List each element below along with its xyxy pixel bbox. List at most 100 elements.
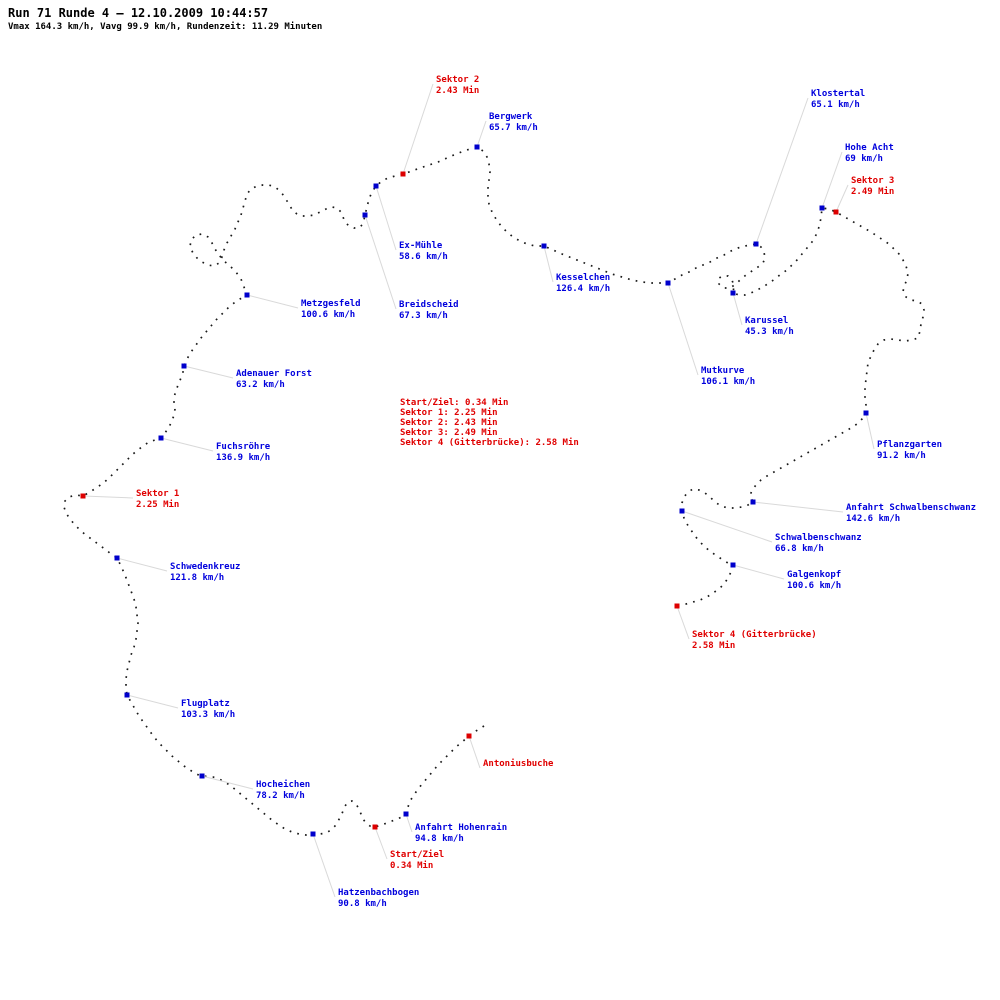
leader-line <box>865 412 875 450</box>
corner-label: Fuchsröhre 136.9 km/h <box>216 442 270 464</box>
corner-marker <box>679 508 685 514</box>
leader-line <box>374 826 388 860</box>
corner-name: Hocheichen <box>256 780 311 790</box>
corner-value: 94.8 km/h <box>415 834 464 844</box>
sector-marker <box>466 733 472 739</box>
sector-name: Start/Ziel <box>390 850 445 860</box>
leader-line <box>755 97 809 245</box>
sector-summary: Start/Ziel: 0.34 Min Sektor 1: 2.25 Min Se… <box>400 398 579 448</box>
corner-label: Schwalbenschwanz 66.8 km/h <box>775 533 862 555</box>
sector-marker <box>833 209 839 215</box>
corner-marker <box>750 499 756 505</box>
corner-value: 121.8 km/h <box>170 573 225 583</box>
corner-value: 63.2 km/h <box>236 380 285 390</box>
leader-line <box>468 735 481 769</box>
corner-label: Galgenkopf 100.6 km/h <box>787 570 841 592</box>
sector-label: Sektor 3 2.49 Min <box>851 176 894 198</box>
corner-value: 142.6 km/h <box>846 514 901 524</box>
sector-value: 2.43 Min <box>436 86 480 96</box>
corner-marker <box>362 212 368 218</box>
corner-name: Anfahrt Schwalbenschwanz <box>846 503 977 513</box>
corner-marker <box>403 811 409 817</box>
corner-marker <box>665 280 671 286</box>
summary-line: Start/Ziel: 0.34 Min <box>400 398 509 408</box>
sector-marker <box>372 824 378 830</box>
corner-name: Breidscheid <box>399 300 459 310</box>
run-stats-subtitle: Vmax 164.3 km/h, Vavg 99.9 km/h, Rundenz… <box>8 22 323 32</box>
leader-line <box>375 185 397 251</box>
corner-label: Klostertal 65.1 km/h <box>811 89 865 111</box>
leader-line <box>116 557 168 572</box>
corner-marker <box>124 692 130 698</box>
corner-label: Flugplatz 103.3 km/h <box>181 699 235 721</box>
corner-name: Anfahrt Hohenrain <box>415 823 508 833</box>
corner-marker <box>114 555 120 561</box>
corner-value: 58.6 km/h <box>399 252 448 262</box>
corner-marker <box>541 243 547 249</box>
corner-marker <box>158 435 164 441</box>
corner-value: 126.4 km/h <box>556 284 611 294</box>
leader-line <box>681 510 773 543</box>
corner-name: Schwedenkreuz <box>170 562 241 572</box>
run-title: Run 71 Runde 4 – 12.10.2009 10:44:57 <box>8 6 269 20</box>
sector-label: Sektor 4 (Gitterbrücke) 2.58 Min <box>692 630 817 652</box>
corner-marker <box>730 562 736 568</box>
corner-name: Pflanzgarten <box>877 440 943 450</box>
leader-line <box>476 120 487 148</box>
corner-marker <box>819 205 825 211</box>
corner-name: Schwalbenschwanz <box>775 533 862 543</box>
sector-value: 2.58 Min <box>692 641 736 651</box>
sector-name: Sektor 3 <box>851 176 895 186</box>
corner-name: Karussel <box>745 316 789 326</box>
corner-marker <box>181 363 187 369</box>
leader-line <box>183 365 234 379</box>
corner-value: 69 km/h <box>845 154 883 164</box>
corner-value: 66.8 km/h <box>775 544 824 554</box>
corner-value: 78.2 km/h <box>256 791 305 801</box>
corner-value: 103.3 km/h <box>181 710 236 720</box>
corner-name: Hohe Acht <box>845 143 894 153</box>
leader-line <box>835 184 849 213</box>
corner-name: Mutkurve <box>701 366 745 376</box>
sector-marker <box>80 493 86 499</box>
corner-label: Adenauer Forst 63.2 km/h <box>236 369 312 391</box>
sector-name: Sektor 4 (Gitterbrücke) <box>692 630 817 640</box>
corner-marker <box>373 183 379 189</box>
sector-label: Sektor 2 2.43 Min <box>436 75 479 97</box>
corner-value: 65.7 km/h <box>489 123 538 133</box>
corner-value: 65.1 km/h <box>811 100 860 110</box>
leader-line <box>402 83 434 175</box>
corner-label: Kesselchen 126.4 km/h <box>556 273 610 295</box>
corner-name: Klostertal <box>811 89 866 99</box>
corner-label: Hatzenbachbogen 90.8 km/h <box>338 888 419 910</box>
sector-value: 2.49 Min <box>851 187 895 197</box>
sector-marker <box>400 171 406 177</box>
corner-name: Ex-Mühle <box>399 241 443 251</box>
corner-label: Hocheichen 78.2 km/h <box>256 780 310 802</box>
leader-line <box>543 245 554 283</box>
corner-name: Bergwerk <box>489 112 533 122</box>
summary-line: Sektor 1: 2.25 Min <box>400 408 498 418</box>
corner-name: Fuchsröhre <box>216 442 271 452</box>
sector-label: Sektor 1 2.25 Min <box>136 489 179 511</box>
sector-label: Antoniusbuche <box>483 759 553 770</box>
corner-value: 100.6 km/h <box>787 581 842 591</box>
corner-name: Adenauer Forst <box>236 369 312 379</box>
summary-line: Sektor 4 (Gitterbrücke): 2.58 Min <box>400 438 579 448</box>
corner-name: Galgenkopf <box>787 570 842 580</box>
corner-name: Kesselchen <box>556 273 611 283</box>
corner-name: Hatzenbachbogen <box>338 888 420 898</box>
corner-name: Metzgesfeld <box>301 299 361 309</box>
corner-label: Bergwerk 65.7 km/h <box>489 112 538 134</box>
leader-line <box>364 214 397 310</box>
corner-label: Anfahrt Schwalbenschwanz 142.6 km/h <box>846 503 976 525</box>
corner-label: Ex-Mühle 58.6 km/h <box>399 241 448 263</box>
leader-line <box>676 605 690 640</box>
corner-label: Mutkurve 106.1 km/h <box>701 366 755 388</box>
corner-label: Metzgesfeld 100.6 km/h <box>301 299 361 321</box>
corner-marker <box>199 773 205 779</box>
sector-name: Antoniusbuche <box>483 759 554 769</box>
sector-name: Sektor 1 <box>136 489 180 499</box>
corner-marker <box>244 292 250 298</box>
